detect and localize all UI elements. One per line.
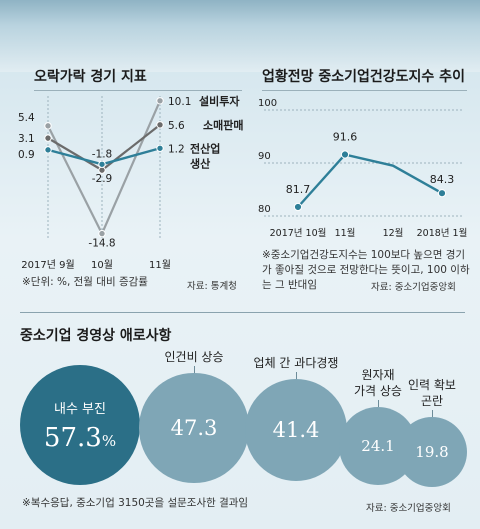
right-series-point [340, 150, 350, 159]
right-y-tick-label: 100 [258, 98, 277, 109]
bubble-category-label: 인건비 상승 [134, 349, 254, 365]
left-chart-footnote: ※단위: %, 전월 대비 증감률 [22, 276, 148, 288]
left-series-name: 소매판매 [203, 118, 243, 132]
left-x-tick-label: 2017년 9월 [21, 259, 74, 270]
left-value-label: 10.1 [168, 96, 191, 108]
left-title-rule [34, 90, 242, 91]
bubble-value-label: 19.8 [415, 442, 449, 461]
bubble-value-label: 47.3 [170, 415, 218, 440]
bubble-category-label-line: 가격 상승 [354, 384, 402, 399]
left-chart-title: 오락가락 경기 지표 [34, 69, 147, 85]
left-series-point [44, 146, 52, 154]
left-x-tick-label: 10월 [91, 259, 113, 270]
left-x-tick-label: 11월 [149, 259, 171, 270]
bottom-chart-footnote: ※복수응답, 중소기업 3150곳을 설문조사한 결과임 [22, 497, 249, 509]
right-y-tick-label: 90 [258, 151, 271, 162]
bubble-value-label: 41.4 [272, 417, 320, 442]
bubble-2: 47.3 [139, 373, 249, 483]
left-value-label: -1.8 [92, 148, 113, 160]
bubble-category-label-line: 인력 확보 [408, 377, 456, 392]
bubble-value-label: 24.1 [361, 436, 395, 455]
right-chart-footnote: ※중소기업건강도지수는 100보다 높으면 경기가 좋아질 것으로 전망한다는 … [262, 249, 470, 291]
left-series-name: 설비투자 [199, 94, 240, 108]
left-series-point [98, 160, 106, 168]
bubble-category-label: 업체 간 과다경쟁 [236, 355, 356, 371]
left-chart-source: 자료: 통계청 [187, 281, 237, 292]
right-y-tick-label: 80 [258, 204, 271, 215]
left-value-label: -14.8 [88, 238, 115, 250]
right-x-tick-label: 12월 [383, 227, 404, 239]
bubble-category-label-line: 원자재 [361, 368, 395, 383]
bubble-unit-label: % [101, 431, 117, 450]
bubble-connector-line [296, 371, 297, 379]
left-series-name-line2: 생산 [190, 156, 210, 170]
right-chart-source: 자료: 중소기업중앙회 [371, 282, 456, 293]
left-value-label: 1.2 [168, 143, 185, 155]
left-series-point [44, 134, 52, 142]
bubble-category-label-line: 곤란 [420, 393, 444, 408]
bubble-value-label: 57.3% [43, 422, 117, 453]
right-x-tick-label: 2017년 10월 [270, 227, 327, 239]
right-x-tick-label: 2018년 1월 [417, 227, 468, 239]
right-value-label: 81.7 [286, 183, 311, 196]
right-series-point [293, 202, 303, 212]
left-series-point [156, 97, 164, 105]
bubble-1: 내수 부진 57.3% [20, 365, 140, 485]
right-value-label: 91.6 [333, 131, 358, 144]
right-series-point [437, 189, 447, 198]
bubble-connector-line [194, 366, 195, 374]
sme-difficulties-bubble-chart: 내수 부진 57.3% 인건비 상승 47.3 업체 간 과다경쟁 41.4 원자재 가격 상… [0, 345, 480, 495]
left-series-point [44, 122, 52, 130]
bubble-category-label: 인력 확보 곤란 [372, 377, 480, 409]
bottom-chart-title: 중소기업 경영상 애로사항 [20, 328, 172, 344]
right-x-tick-label: 11월 [335, 227, 356, 239]
left-series-point [156, 121, 164, 129]
left-series-point [156, 144, 164, 152]
right-title-rule [262, 90, 467, 91]
economic-indicators-chart: 2017년 9월 10월 11월 5.4 -14.8 10.1 3.1 -2.9 5.6 0.9 -… [18, 94, 243, 270]
bottom-chart-source: 자료: 중소기업중앙회 [366, 503, 451, 514]
left-value-label: -2.9 [92, 173, 113, 185]
bubble-3: 41.4 [244, 378, 347, 481]
left-value-label: 3.1 [18, 133, 35, 145]
left-value-label: 5.4 [18, 112, 35, 124]
bubble-category-label: 내수 부진 [54, 401, 106, 417]
section-divider [20, 312, 465, 313]
left-value-label: 5.6 [168, 120, 185, 132]
left-series-name: 전산업 [190, 141, 220, 155]
right-value-label: 84.3 [430, 173, 455, 186]
bubble-connector-line [432, 409, 433, 417]
bubble-category-label-line: 업체 간 과다경쟁 [253, 355, 339, 370]
bubble-connector-line [378, 400, 379, 408]
left-value-label: 0.9 [18, 149, 35, 161]
right-series-line [297, 153, 443, 208]
sme-health-index-chart: 100 90 80 2017년 10월 11월 12월 2018년 1월 81.7 91.6 84… [258, 98, 468, 239]
bubble-category-label-line: 인건비 상승 [164, 350, 224, 365]
bubble-category-label: 원자재 가격 상승 [318, 367, 438, 399]
right-chart-title: 업황전망 중소기업건강도지수 추이 [262, 69, 465, 85]
left-series-point [98, 229, 106, 238]
bubble-5: 19.8 [396, 416, 468, 488]
ice-header-image [0, 0, 480, 72]
